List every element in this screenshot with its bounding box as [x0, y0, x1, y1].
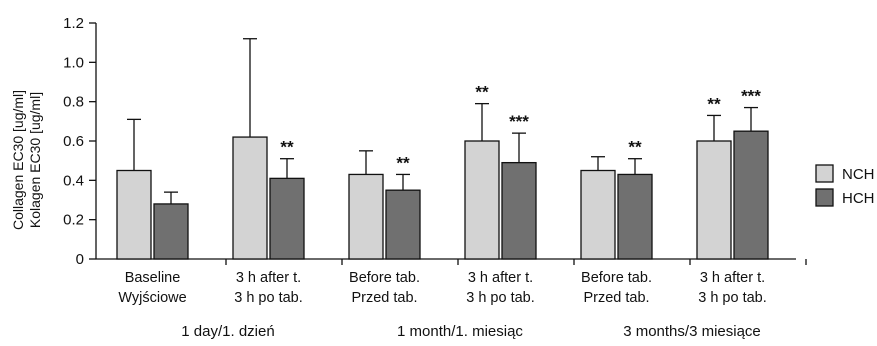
bar-nch	[696, 140, 732, 260]
bar-hch	[269, 177, 305, 260]
significance-marker: **	[707, 94, 721, 113]
bar-nch	[348, 173, 384, 260]
significance-marker: **	[628, 138, 642, 157]
legend-swatch-hch	[815, 188, 834, 207]
bar-hch	[733, 130, 769, 260]
x-category-label: Przed tab.	[351, 290, 417, 306]
significance-marker: **	[396, 153, 410, 172]
bar-hch	[153, 203, 189, 260]
y-tick-label: 0.4	[63, 172, 84, 189]
bar-hch	[617, 173, 653, 260]
significance-marker: **	[475, 83, 489, 102]
y-tick-label: 0	[76, 251, 84, 268]
x-category-label: Before tab.	[349, 270, 420, 286]
x-category-label: 3 h after t.	[700, 270, 765, 286]
y-tick-label: 0.2	[63, 212, 84, 229]
x-category-label: Before tab.	[581, 270, 652, 286]
y-tick-label: 1.2	[63, 15, 84, 32]
significance-marker: ***	[741, 87, 761, 106]
legend-label-hch: HCH	[842, 190, 875, 207]
axes: 0 0.2 0.4 0.6 0.8 1.0 1.2	[63, 15, 807, 268]
x-group-label: 1 day/1. dzień	[181, 323, 274, 340]
y-tick-label: 0.8	[63, 94, 84, 111]
x-category-label: 3 h po tab.	[466, 290, 535, 306]
x-category-label: Wyjściowe	[118, 290, 186, 306]
y-axis-title-line-2: Kolagen EC30 [ug/ml]	[27, 92, 43, 228]
legend-swatch-nch	[815, 164, 834, 183]
x-category-label: 3 h after t.	[468, 270, 533, 286]
significance-marker: ***	[509, 112, 529, 131]
x-category-label: 3 h po tab.	[698, 290, 767, 306]
bar-hch	[501, 161, 537, 260]
significance-marker: **	[280, 138, 294, 157]
bar-nch	[464, 140, 500, 260]
x-category-label: 3 h po tab.	[234, 290, 303, 306]
x-group-label: 1 month/1. miesiąc	[397, 323, 523, 340]
x-group-label: 3 months/3 miesiące	[623, 323, 761, 340]
legend: NCH HCH	[815, 164, 875, 207]
x-category-label: Baseline	[125, 270, 181, 286]
category-labels: Baseline Wyjściowe 3 h after t. 3 h po tab.…	[118, 270, 766, 340]
x-category-label: Przed tab.	[583, 290, 649, 306]
y-axis-title: Collagen EC30 [ug/ml] Kolagen EC30 [ug/m…	[10, 90, 43, 230]
bar-nch	[580, 169, 616, 260]
bar-nch	[116, 169, 152, 260]
y-tick-label: 1.0	[63, 54, 84, 71]
legend-label-nch: NCH	[842, 166, 875, 183]
y-tick-label: 0.6	[63, 133, 84, 150]
x-category-label: 3 h after t.	[236, 270, 301, 286]
bars: ************* ***	[116, 38, 769, 260]
bar-nch	[232, 136, 268, 260]
bar-hch	[385, 189, 421, 260]
y-axis-title-line-1: Collagen EC30 [ug/ml]	[10, 90, 26, 230]
